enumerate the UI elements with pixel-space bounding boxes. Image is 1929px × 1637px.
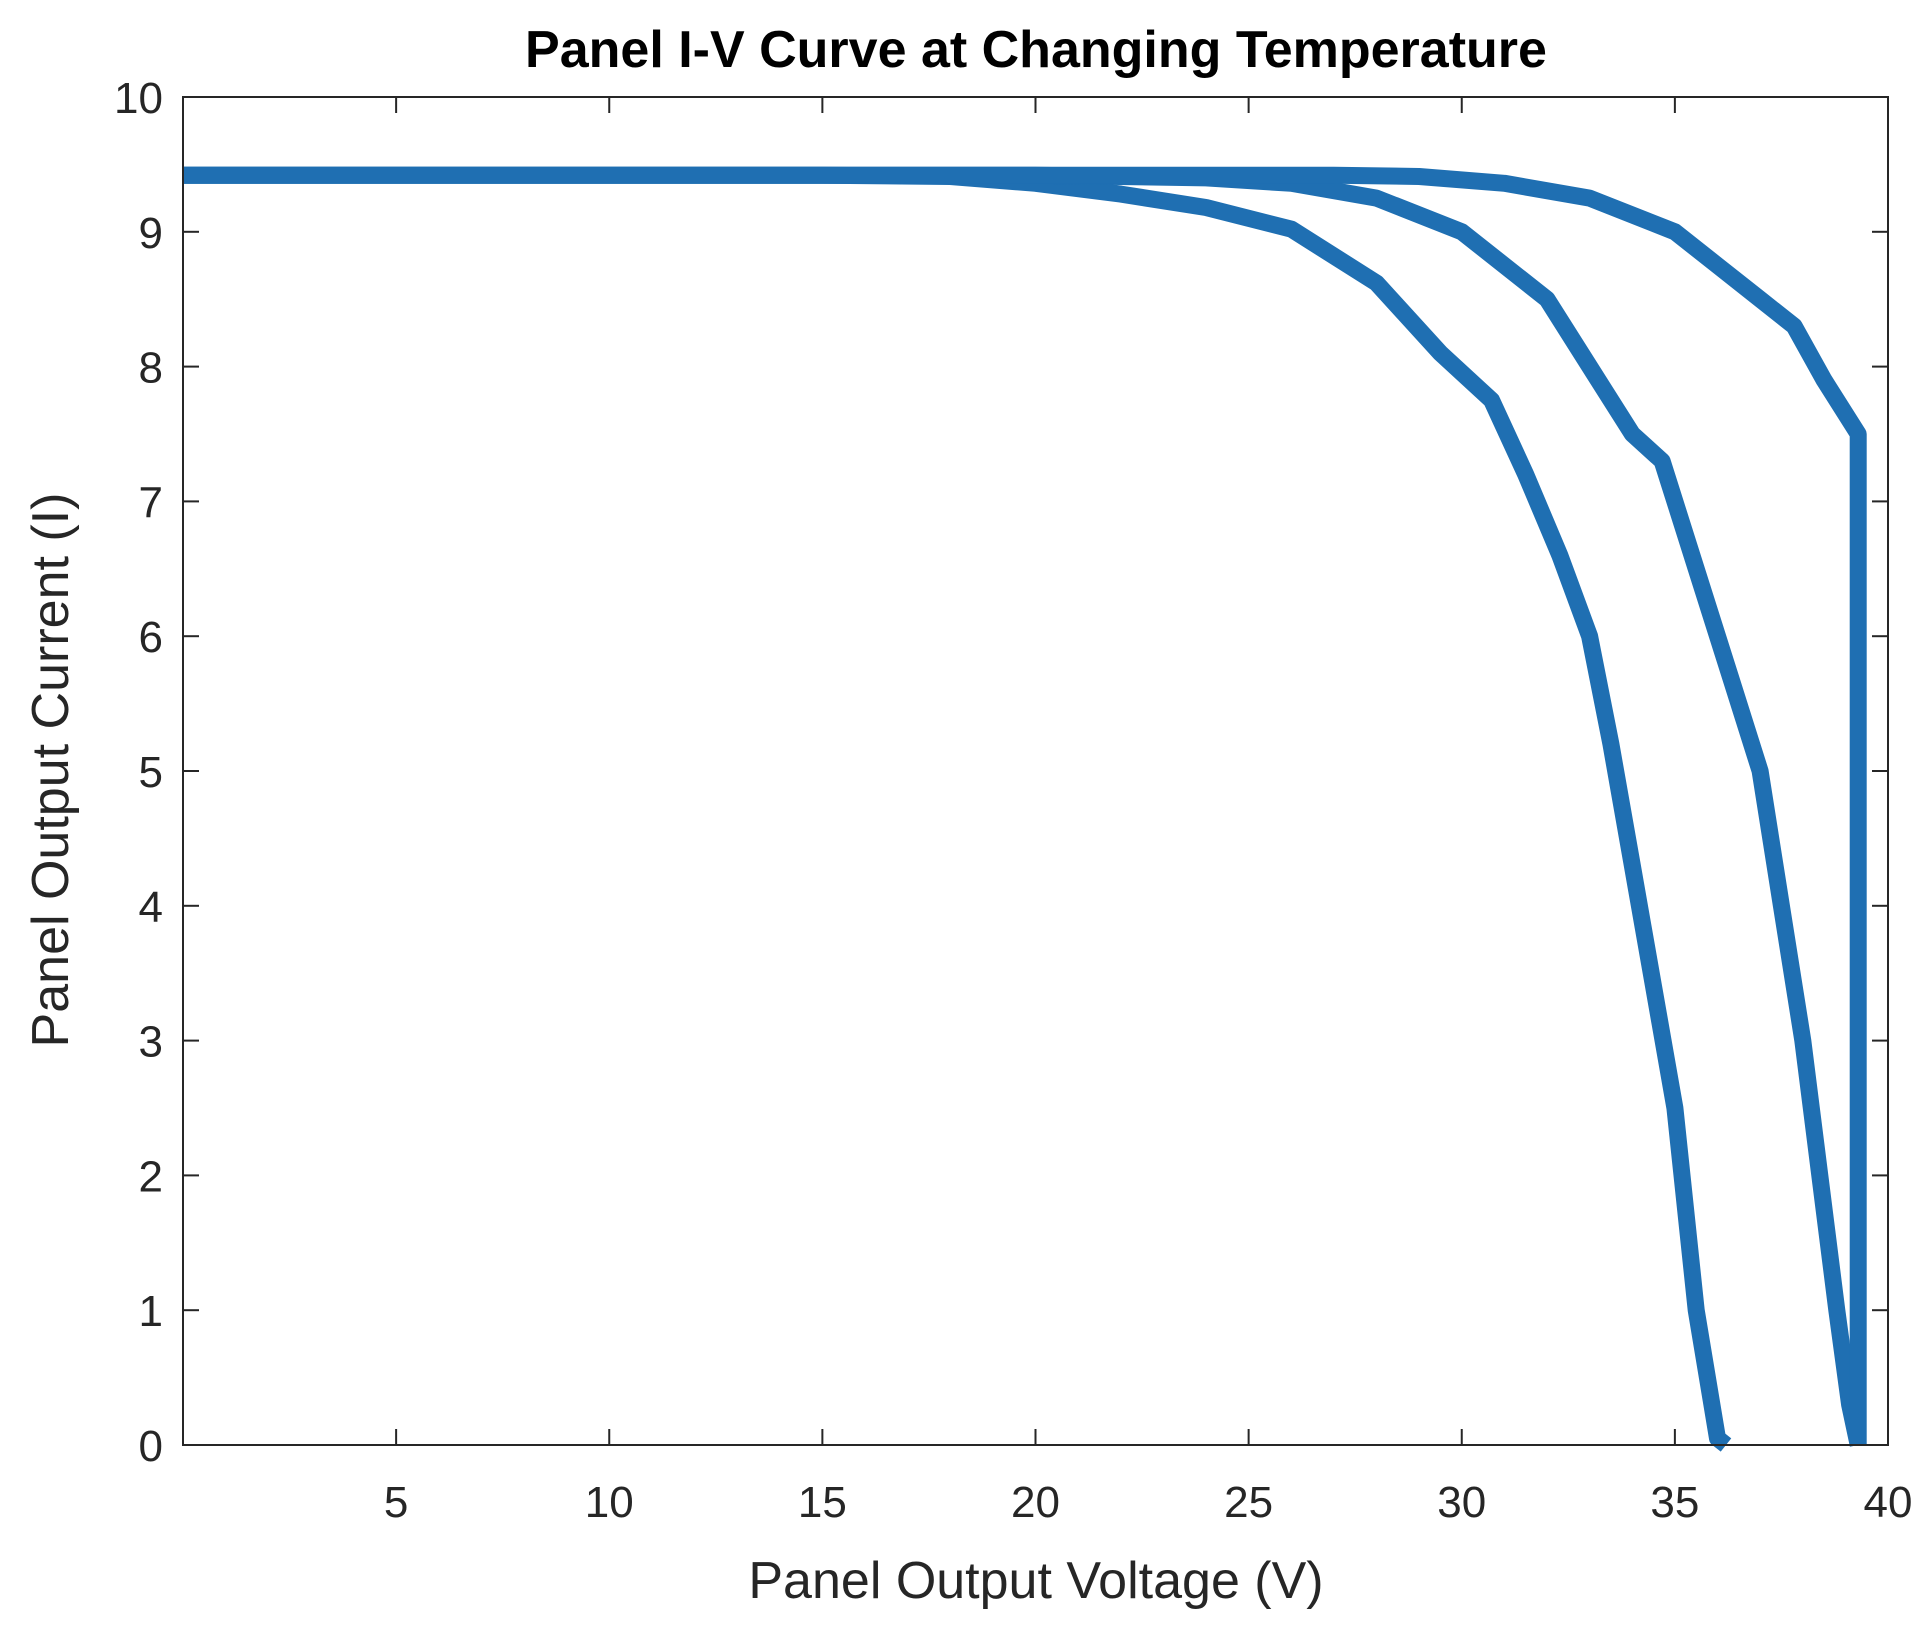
- chart-title: Panel I-V Curve at Changing Temperature: [525, 21, 1547, 79]
- y-tick-label-10: 10: [114, 74, 163, 123]
- y-axis-title: Panel Output Current (I): [22, 493, 80, 1048]
- y-tick-label-3: 3: [139, 1018, 163, 1067]
- x-tick-label-15: 15: [798, 1478, 847, 1527]
- y-tick-label-9: 9: [139, 209, 163, 258]
- y-tick-label-1: 1: [139, 1287, 163, 1336]
- x-tick-label-25: 25: [1224, 1478, 1273, 1527]
- y-tick-label-7: 7: [139, 478, 163, 527]
- x-tick-label-5: 5: [384, 1478, 408, 1527]
- y-tick-label-5: 5: [139, 748, 163, 797]
- x-tick-label-20: 20: [1011, 1478, 1060, 1527]
- x-tick-label-10: 10: [585, 1478, 634, 1527]
- x-axis-title: Panel Output Voltage (V): [748, 1552, 1323, 1610]
- x-tick-label-30: 30: [1437, 1478, 1486, 1527]
- x-tick-label-35: 35: [1650, 1478, 1699, 1527]
- y-tick-label-8: 8: [139, 344, 163, 393]
- x-tick-label-40: 40: [1864, 1478, 1913, 1527]
- y-tick-label-6: 6: [139, 613, 163, 662]
- y-tick-label-2: 2: [139, 1152, 163, 1201]
- series-layer: [183, 166, 1867, 1452]
- y-tick-label-4: 4: [139, 883, 163, 932]
- y-tick-label-0: 0: [139, 1422, 163, 1471]
- series-line-3: [183, 166, 1867, 1445]
- ticks-layer: 5 10 15 20 25 30 35 40 0 1 2 3 4 5 6 7 8 9 10: [114, 74, 1912, 1527]
